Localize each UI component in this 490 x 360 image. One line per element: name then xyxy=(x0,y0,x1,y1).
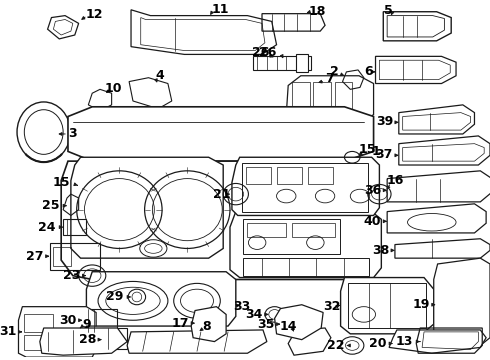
Polygon shape xyxy=(19,307,96,357)
Text: 10: 10 xyxy=(105,82,122,95)
Text: 4: 4 xyxy=(156,69,165,82)
Text: 13: 13 xyxy=(396,335,414,348)
Text: 7: 7 xyxy=(325,72,334,85)
Text: 26: 26 xyxy=(252,46,270,59)
Text: 11: 11 xyxy=(212,3,229,16)
Bar xyxy=(253,57,312,70)
Polygon shape xyxy=(274,305,323,339)
Bar xyxy=(102,328,127,349)
Bar xyxy=(24,335,53,350)
Text: 37: 37 xyxy=(376,148,393,161)
Text: 27: 27 xyxy=(26,250,44,263)
Text: 28: 28 xyxy=(79,333,96,346)
Bar xyxy=(245,167,271,184)
Text: 40: 40 xyxy=(364,215,381,228)
Text: 12: 12 xyxy=(85,8,103,21)
Text: 18: 18 xyxy=(309,5,326,18)
Text: 2: 2 xyxy=(330,66,339,78)
Text: 24: 24 xyxy=(38,221,55,234)
Text: 38: 38 xyxy=(372,244,389,257)
Text: 15: 15 xyxy=(359,143,376,156)
Polygon shape xyxy=(61,161,373,279)
Text: 3: 3 xyxy=(69,127,77,140)
Polygon shape xyxy=(341,278,434,334)
Polygon shape xyxy=(230,212,381,278)
Polygon shape xyxy=(127,330,267,353)
Text: 6: 6 xyxy=(365,66,373,78)
Polygon shape xyxy=(288,328,331,355)
Bar xyxy=(24,314,53,332)
Text: 1: 1 xyxy=(371,145,380,158)
Bar xyxy=(276,167,302,184)
Text: 34: 34 xyxy=(245,308,263,321)
Polygon shape xyxy=(434,258,490,346)
Text: 9: 9 xyxy=(82,318,91,330)
Bar xyxy=(243,219,340,254)
Bar xyxy=(53,247,71,266)
Polygon shape xyxy=(71,157,223,258)
Text: 29: 29 xyxy=(106,291,123,303)
Polygon shape xyxy=(86,272,236,326)
Text: 15: 15 xyxy=(52,176,70,189)
Polygon shape xyxy=(232,157,379,216)
Text: 35: 35 xyxy=(257,318,274,330)
Bar xyxy=(242,163,368,212)
Bar xyxy=(82,309,118,332)
Bar xyxy=(348,283,426,328)
Text: 5: 5 xyxy=(384,4,392,17)
Polygon shape xyxy=(40,328,127,355)
Bar xyxy=(243,258,369,276)
Text: 21: 21 xyxy=(213,188,230,201)
Text: 32: 32 xyxy=(323,300,341,313)
Bar xyxy=(247,223,286,237)
Text: 8: 8 xyxy=(202,320,211,333)
Text: 36: 36 xyxy=(364,184,381,197)
Polygon shape xyxy=(191,307,226,342)
Text: 33: 33 xyxy=(233,300,250,313)
Polygon shape xyxy=(389,330,486,353)
Text: 19: 19 xyxy=(413,298,430,311)
Text: 16: 16 xyxy=(386,174,404,187)
Text: 14: 14 xyxy=(279,320,297,333)
Text: 31: 31 xyxy=(0,325,17,338)
Bar xyxy=(308,167,333,184)
Bar xyxy=(63,219,86,235)
Text: 22: 22 xyxy=(327,339,344,352)
Text: 25: 25 xyxy=(42,199,59,212)
Bar xyxy=(49,243,100,270)
Text: 20: 20 xyxy=(368,337,386,350)
Text: 17: 17 xyxy=(172,317,189,330)
Text: 30: 30 xyxy=(59,314,77,327)
Polygon shape xyxy=(68,107,373,161)
Bar xyxy=(292,223,335,237)
Bar xyxy=(296,54,308,72)
Text: 39: 39 xyxy=(376,115,393,128)
Text: 26: 26 xyxy=(259,46,276,59)
Text: 23: 23 xyxy=(63,269,80,282)
